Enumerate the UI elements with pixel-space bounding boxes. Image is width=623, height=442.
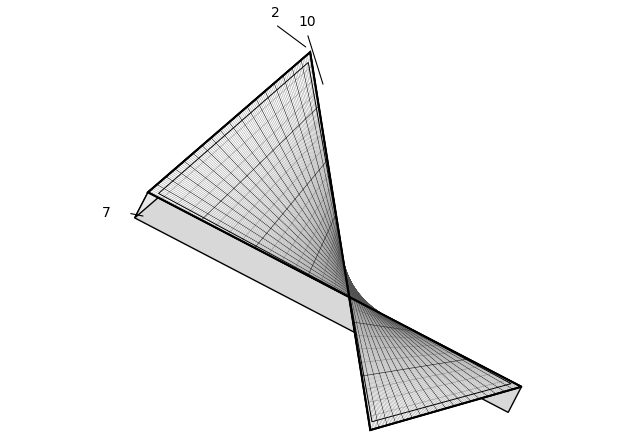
Text: 10: 10 (298, 15, 316, 29)
Text: 7: 7 (102, 206, 110, 220)
Text: 2: 2 (271, 6, 280, 20)
Polygon shape (135, 192, 521, 412)
Polygon shape (135, 52, 310, 218)
Polygon shape (148, 52, 521, 430)
